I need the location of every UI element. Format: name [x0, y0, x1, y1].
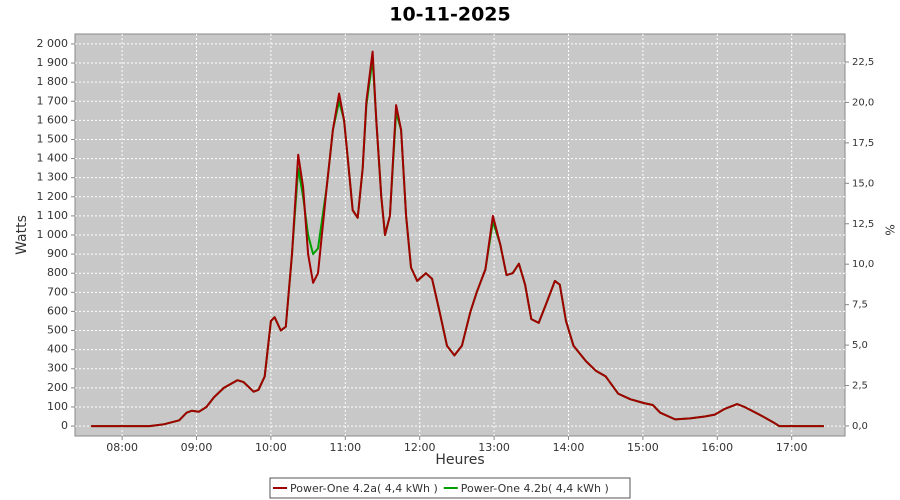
- y2-tick-label: 5,0: [852, 340, 868, 351]
- x-tick-label: 10:00: [255, 441, 287, 454]
- x-tick-label: 08:00: [106, 441, 138, 454]
- y2-axis-label: %: [883, 224, 897, 235]
- y-tick-label: 2 000: [37, 37, 69, 50]
- x-tick-label: 14:00: [553, 441, 585, 454]
- x-tick-label: 16:00: [701, 441, 733, 454]
- x-tick-label: 09:00: [181, 441, 213, 454]
- legend-label: Power-One 4.2a( 4,4 kWh ): [290, 482, 438, 495]
- y-tick-label: 800: [47, 266, 68, 279]
- y-tick-label: 500: [47, 324, 68, 337]
- x-axis-label: Heures: [435, 452, 484, 468]
- y-tick-label: 1 600: [37, 113, 69, 126]
- x-tick-label: 12:00: [404, 441, 436, 454]
- y2-tick-label: 20,0: [852, 97, 874, 108]
- y-tick-label: 200: [47, 381, 68, 394]
- y-tick-label: 300: [47, 362, 68, 375]
- y2-tick-label: 10,0: [852, 259, 874, 270]
- x-tick-label: 13:00: [478, 441, 510, 454]
- y2-tick-label: 0,0: [852, 421, 868, 432]
- y2-tick-label: 7,5: [852, 300, 868, 311]
- y2-tick-label: 12,5: [852, 219, 874, 230]
- y-tick-label: 700: [47, 285, 68, 298]
- legend-label: Power-One 4.2b( 4,4 kWh ): [461, 482, 609, 495]
- y2-tick-label: 17,5: [852, 138, 874, 149]
- y-tick-label: 0: [61, 419, 68, 432]
- series-line: [91, 50, 824, 428]
- y-tick-label: 1 100: [37, 209, 69, 222]
- y-tick-label: 1 300: [37, 171, 69, 184]
- y-tick-label: 1 400: [37, 152, 69, 165]
- y2-tick-label: 2,5: [852, 381, 868, 392]
- y-tick-label: 100: [47, 400, 68, 413]
- x-tick-label: 15:00: [627, 441, 659, 454]
- y2-tick-label: 22,5: [852, 57, 874, 68]
- chart-title: 10-11-2025: [389, 4, 511, 26]
- y-axis-label: Watts: [14, 215, 30, 255]
- y-tick-label: 1 800: [37, 75, 69, 88]
- y-tick-label: 1 200: [37, 190, 69, 203]
- y-tick-label: 600: [47, 304, 68, 317]
- x-tick-label: 17:00: [776, 441, 808, 454]
- x-tick-label: 11:00: [329, 441, 361, 454]
- y2-tick-label: 15,0: [852, 178, 874, 189]
- y-tick-label: 1 700: [37, 94, 69, 107]
- y-tick-label: 1 000: [37, 228, 69, 241]
- y-tick-label: 400: [47, 343, 68, 356]
- y-tick-label: 1 900: [37, 56, 69, 69]
- y-tick-label: 1 500: [37, 132, 69, 145]
- y-tick-label: 900: [47, 247, 68, 260]
